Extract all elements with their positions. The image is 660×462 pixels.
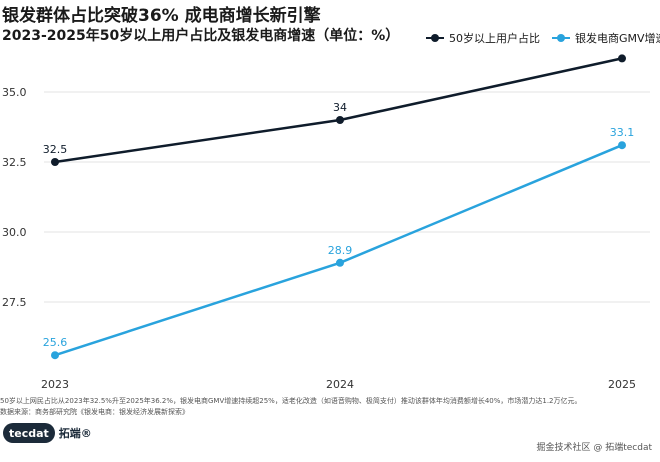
legend-item-series-2: 银发电商GMV增速: [552, 30, 660, 46]
line-chart: 27.5 30.0 32.5 35.0 2023 2024 2025 32.5 34 36.2 25…: [2, 50, 650, 391]
data-point: [51, 351, 59, 360]
data-point: [618, 54, 626, 63]
legend-label-series-1: 50岁以上用户占比: [449, 32, 540, 45]
y-tick-label: 35.0: [2, 86, 27, 99]
data-point: [618, 141, 626, 150]
logo-badge: tecdat: [3, 423, 55, 443]
x-tick-label: 2024: [326, 378, 354, 391]
legend-marker-series-2: [552, 33, 570, 43]
x-tick-label: 2023: [41, 378, 69, 391]
legend-label-series-2: 银发电商GMV增速: [575, 32, 660, 45]
y-tick-label: 27.5: [2, 296, 27, 309]
data-label: 32.5: [43, 143, 68, 156]
footnote: 50岁以上网民占比从2023年32.5%升至2025年36.2%，银发电商GMV…: [0, 397, 582, 405]
x-tick-label: 2025: [608, 378, 636, 391]
chart-title: 银发群体占比突破36% 成电商增长新引擎: [2, 6, 321, 26]
data-label: 36.2: [610, 50, 635, 52]
logo-text: 拓端®: [58, 427, 92, 440]
data-label: 34: [333, 101, 347, 114]
data-point: [51, 158, 59, 166]
legend-item-series-1: 50岁以上用户占比: [426, 30, 540, 46]
brand-logo: tecdat 拓端®: [3, 423, 92, 443]
data-point: [336, 116, 344, 124]
data-point: [336, 258, 344, 267]
watermark: 掘金技术社区 @ 拓端tecdat: [536, 443, 653, 453]
legend: 50岁以上用户占比 银发电商GMV增速: [426, 30, 660, 46]
source-note: 数据来源：商务部研究院《银发电商：银发经济发展新探索》: [0, 408, 189, 416]
legend-marker-series-1: [426, 33, 444, 43]
y-tick-label: 30.0: [2, 226, 27, 239]
y-tick-label: 32.5: [2, 156, 27, 169]
chart-subtitle: 2023-2025年50岁以上用户占比及银发电商增速（单位：%）: [2, 28, 400, 44]
data-label: 25.6: [43, 336, 68, 349]
data-label: 28.9: [328, 244, 353, 257]
data-label: 33.1: [610, 126, 635, 139]
